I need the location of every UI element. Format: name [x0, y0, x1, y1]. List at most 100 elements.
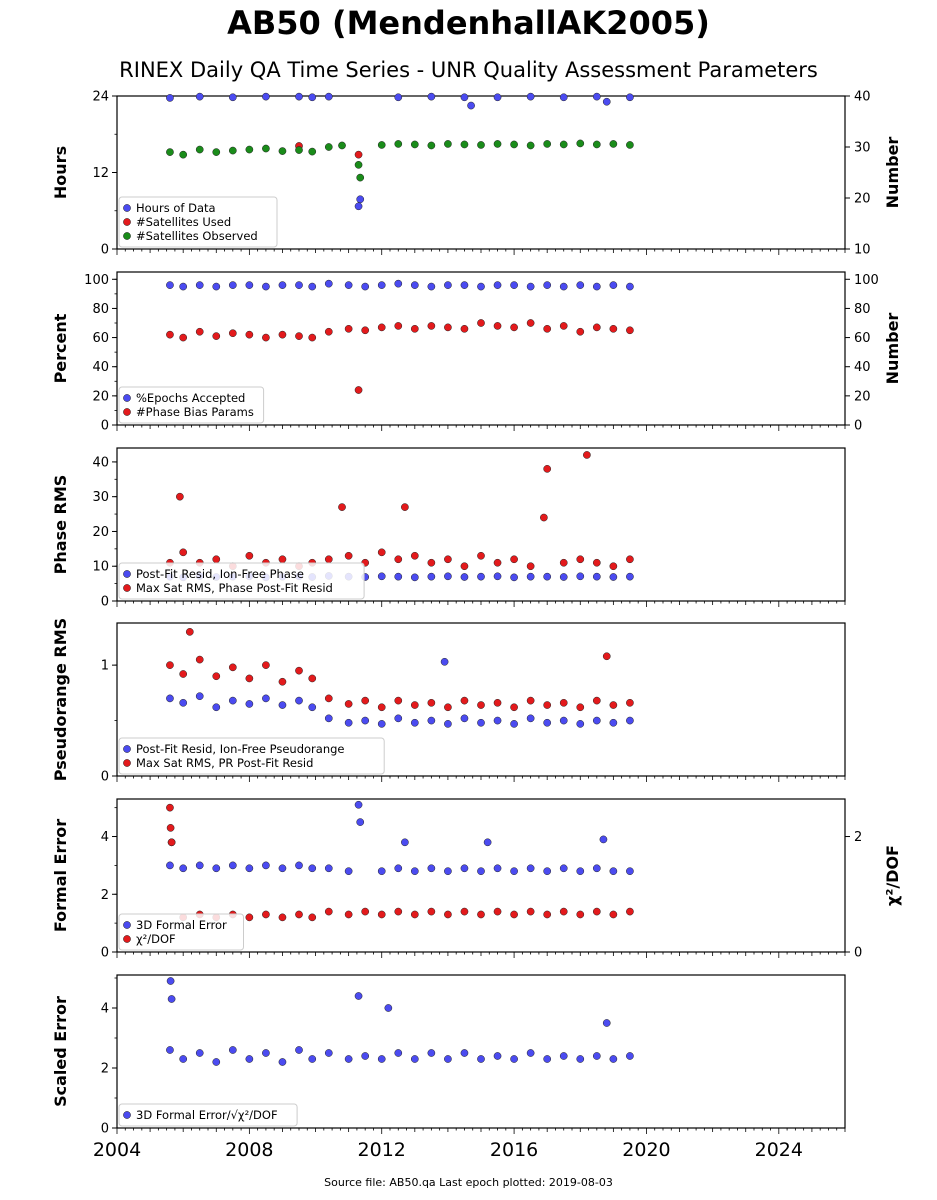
data-point: [212, 282, 221, 291]
y-tick-label: 20: [92, 389, 109, 404]
legend-entry: χ²/DOF: [136, 932, 176, 946]
legend-marker: [123, 232, 131, 240]
data-point: [526, 864, 535, 873]
data-point: [592, 1052, 601, 1060]
legend-entry: 3D Formal Error: [136, 918, 227, 932]
data-point: [361, 907, 370, 916]
data-point: [195, 327, 204, 336]
data-point: [477, 551, 485, 560]
data-point: [245, 551, 254, 560]
data-point: [493, 281, 502, 289]
legend-box: [118, 196, 278, 248]
data-point: [477, 319, 485, 327]
data-point: [460, 281, 469, 289]
data-point: [460, 93, 469, 102]
data-point: [526, 1049, 535, 1057]
data-point: [483, 838, 492, 847]
data-point: [401, 838, 409, 847]
legend-box: [118, 913, 244, 951]
y-tick-label: 4: [101, 830, 109, 845]
data-point: [167, 838, 176, 847]
data-point: [543, 281, 552, 289]
data-point: [295, 1046, 303, 1054]
data-point: [477, 141, 485, 149]
data-point: [576, 703, 585, 712]
data-point: [354, 386, 363, 394]
data-point: [295, 666, 303, 675]
data-point: [179, 150, 188, 159]
data-point: [493, 322, 502, 330]
data-point: [526, 319, 535, 327]
y-tick-label: 20: [92, 525, 109, 540]
data-point: [262, 282, 270, 291]
data-point: [185, 628, 194, 636]
data-point: [344, 910, 353, 919]
data-point: [295, 146, 303, 154]
data-point: [410, 1055, 419, 1063]
data-point: [477, 701, 485, 709]
data-point: [394, 907, 403, 916]
legend-entry: Post-Fit Resid, Ion-Free Pseudorange: [136, 742, 344, 756]
x-tick-label: 2012: [358, 1139, 406, 1161]
data-point: [493, 907, 502, 916]
legend-box: [118, 1103, 298, 1127]
y2-axis-label: Number: [883, 137, 902, 209]
data-point: [212, 864, 221, 873]
data-point: [510, 1055, 518, 1063]
data-point: [308, 93, 317, 102]
data-point: [166, 824, 175, 832]
data-point: [262, 694, 270, 703]
data-point: [599, 835, 608, 844]
data-point: [356, 818, 365, 826]
data-point: [166, 861, 174, 870]
data-point: [394, 1049, 403, 1057]
data-point: [166, 977, 175, 985]
series-1: [166, 279, 634, 291]
data-point: [262, 661, 270, 669]
data-point: [344, 718, 353, 727]
data-point: [576, 1055, 585, 1063]
data-point: [179, 548, 188, 557]
y2-tick-label: 40: [854, 90, 871, 105]
x-tick-label: 2024: [755, 1139, 803, 1161]
data-point: [324, 327, 333, 336]
data-point: [626, 326, 634, 335]
data-point: [295, 910, 303, 919]
data-point: [356, 173, 365, 182]
series-2: [166, 803, 634, 922]
y2-tick-label: 20: [854, 192, 871, 207]
data-point: [444, 281, 452, 289]
data-point: [394, 572, 403, 581]
data-point: [262, 910, 270, 919]
data-point: [354, 161, 363, 169]
source-footer: Source file: AB50.qa Last epoch plotted:…: [324, 1176, 613, 1189]
legend-entry: #Satellites Used: [136, 215, 231, 229]
data-point: [427, 558, 436, 567]
data-point: [195, 861, 204, 870]
data-point: [444, 323, 452, 332]
data-point: [245, 1055, 254, 1063]
data-point: [212, 672, 221, 681]
data-point: [592, 323, 601, 332]
data-point: [460, 907, 469, 916]
data-point: [493, 93, 502, 102]
data-point: [543, 701, 552, 709]
chart-title: AB50 (MendenhallAK2005): [227, 4, 710, 42]
data-point: [609, 562, 618, 571]
data-point: [308, 1055, 317, 1063]
data-point: [308, 864, 317, 873]
data-point: [166, 281, 174, 289]
data-point: [460, 696, 469, 705]
data-point: [228, 663, 237, 672]
y-tick-label: 12: [92, 166, 109, 181]
y2-axis-label: Number: [883, 313, 902, 385]
data-point: [460, 864, 469, 873]
data-point: [493, 1052, 502, 1060]
data-point: [477, 282, 485, 291]
data-point: [609, 718, 618, 727]
y-axis-label: Formal Error: [51, 819, 70, 932]
data-point: [427, 907, 436, 916]
legend-entry: Max Sat RMS, Phase Post-Fit Resid: [136, 581, 333, 595]
